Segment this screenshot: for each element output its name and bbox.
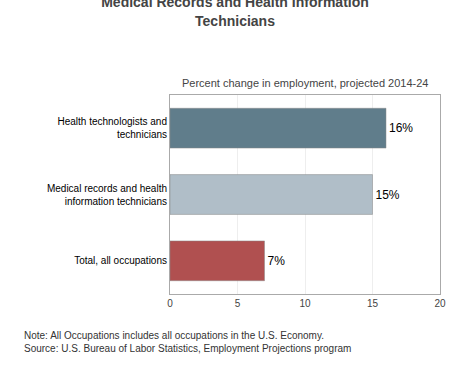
svg-text:15%: 15% <box>376 188 400 202</box>
svg-text:Health technologists andtechni: Health technologists andtechnicians <box>57 116 167 140</box>
svg-text:5: 5 <box>235 298 241 309</box>
svg-text:Total, all occupations: Total, all occupations <box>74 255 167 266</box>
svg-text:15: 15 <box>367 298 379 309</box>
svg-text:Medical Records and Health Inf: Medical Records and Health InformationTe… <box>101 0 369 29</box>
svg-text:7%: 7% <box>268 254 286 268</box>
svg-text:Note: All Occupations includes: Note: All Occupations includes all occup… <box>24 330 351 354</box>
svg-text:20: 20 <box>434 298 446 309</box>
svg-text:0: 0 <box>167 298 173 309</box>
svg-text:10: 10 <box>299 298 311 309</box>
svg-text:Medical records and healthinfo: Medical records and healthinformation te… <box>47 183 167 207</box>
svg-text:16%: 16% <box>389 121 413 135</box>
svg-text:Percent change in employment,: Percent change in employment, projected … <box>182 77 428 89</box>
